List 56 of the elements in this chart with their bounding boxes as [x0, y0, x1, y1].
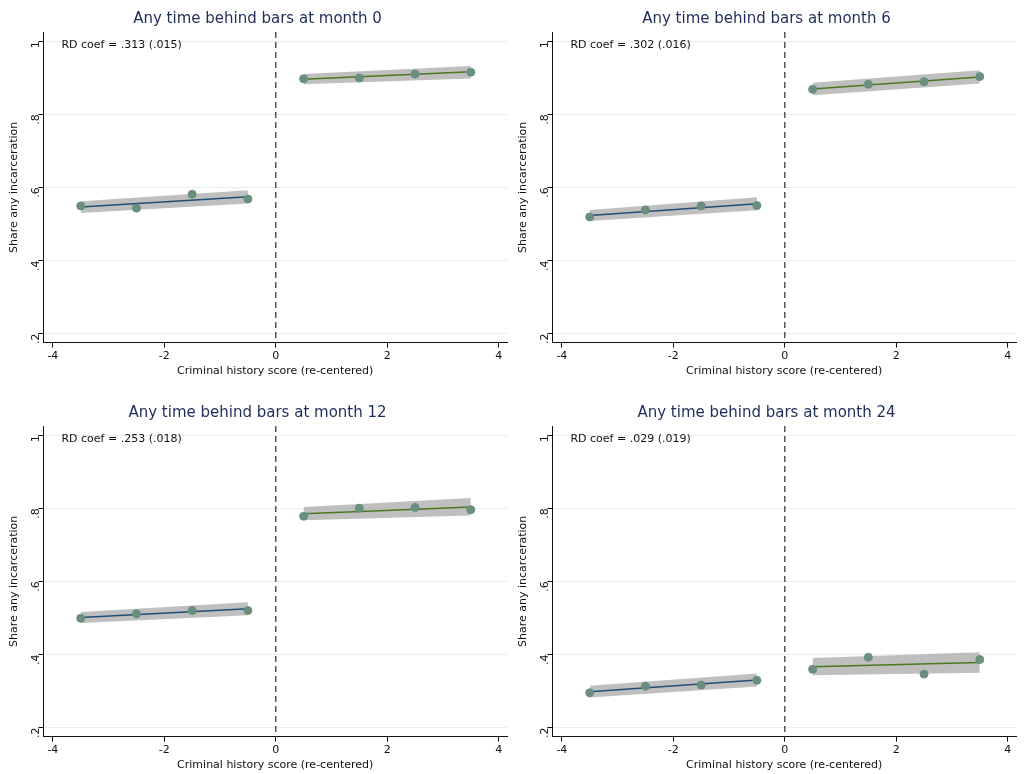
y-tick-label: .2	[538, 727, 552, 738]
y-tick-label: .4	[29, 654, 43, 665]
y-axis-title: Share any incarceration	[516, 515, 530, 647]
y-axis-title: Share any incarceration	[7, 121, 21, 253]
x-tick-label: 4	[495, 349, 503, 363]
annotation: RD coef = .253 (.018)	[61, 432, 182, 446]
x-tick-label: 0	[781, 349, 789, 363]
annotation: RD coef = .302 (.016)	[570, 38, 691, 52]
x-axis-title: Criminal history score (re-centered)	[686, 758, 883, 772]
y-tick-label: .4	[538, 260, 552, 271]
y-tick-label: .6	[538, 581, 552, 592]
x-axis-title: Criminal history score (re-centered)	[686, 364, 883, 378]
chart-title: Any time behind bars at month 12	[128, 402, 387, 421]
y-tick-label: .6	[29, 187, 43, 198]
y-tick-label: .8	[538, 508, 552, 519]
x-tick-label: -4	[556, 349, 568, 363]
annotation: RD coef = .029 (.019)	[570, 432, 691, 446]
y-tick-label: .6	[538, 187, 552, 198]
x-tick-label: -4	[47, 743, 59, 757]
chart-title: Any time behind bars at month 6	[642, 8, 891, 27]
y-tick-label: .6	[29, 581, 43, 592]
x-tick-label: -2	[667, 349, 679, 363]
y-tick-label: .8	[29, 114, 43, 125]
x-tick-label: 2	[383, 349, 391, 363]
y-tick-label: .2	[29, 727, 43, 738]
chart-title: Any time behind bars at month 24	[637, 402, 896, 421]
x-tick-label: 2	[892, 349, 900, 363]
x-tick-label: 4	[1004, 743, 1012, 757]
x-tick-label: 0	[781, 743, 789, 757]
x-tick-label: 4	[495, 743, 503, 757]
x-tick-label: 4	[1004, 349, 1012, 363]
y-axis-title: Share any incarceration	[7, 515, 21, 647]
y-tick-label: 1	[29, 435, 43, 443]
x-tick-label: -4	[47, 349, 59, 363]
y-tick-label: 1	[538, 41, 552, 49]
x-tick-label: 2	[892, 743, 900, 757]
y-tick-label: .2	[29, 333, 43, 344]
x-tick-label: 0	[272, 349, 280, 363]
y-tick-label: 1	[29, 41, 43, 49]
y-tick-label: .4	[538, 654, 552, 665]
annotation: RD coef = .313 (.015)	[61, 38, 182, 52]
x-axis-title: Criminal history score (re-centered)	[177, 758, 374, 772]
x-tick-label: -4	[556, 743, 568, 757]
x-tick-label: 2	[383, 743, 391, 757]
y-tick-label: .8	[29, 508, 43, 519]
x-tick-label: 0	[272, 743, 280, 757]
y-tick-label: .8	[538, 114, 552, 125]
x-axis-title: Criminal history score (re-centered)	[177, 364, 374, 378]
x-tick-label: -2	[667, 743, 679, 757]
y-tick-label: .2	[538, 333, 552, 344]
chart-title: Any time behind bars at month 0	[133, 8, 382, 27]
y-tick-label: 1	[538, 435, 552, 443]
x-tick-label: -2	[158, 743, 170, 757]
y-axis-title: Share any incarceration	[516, 121, 530, 253]
y-tick-label: .4	[29, 260, 43, 271]
x-tick-label: -2	[158, 349, 170, 363]
